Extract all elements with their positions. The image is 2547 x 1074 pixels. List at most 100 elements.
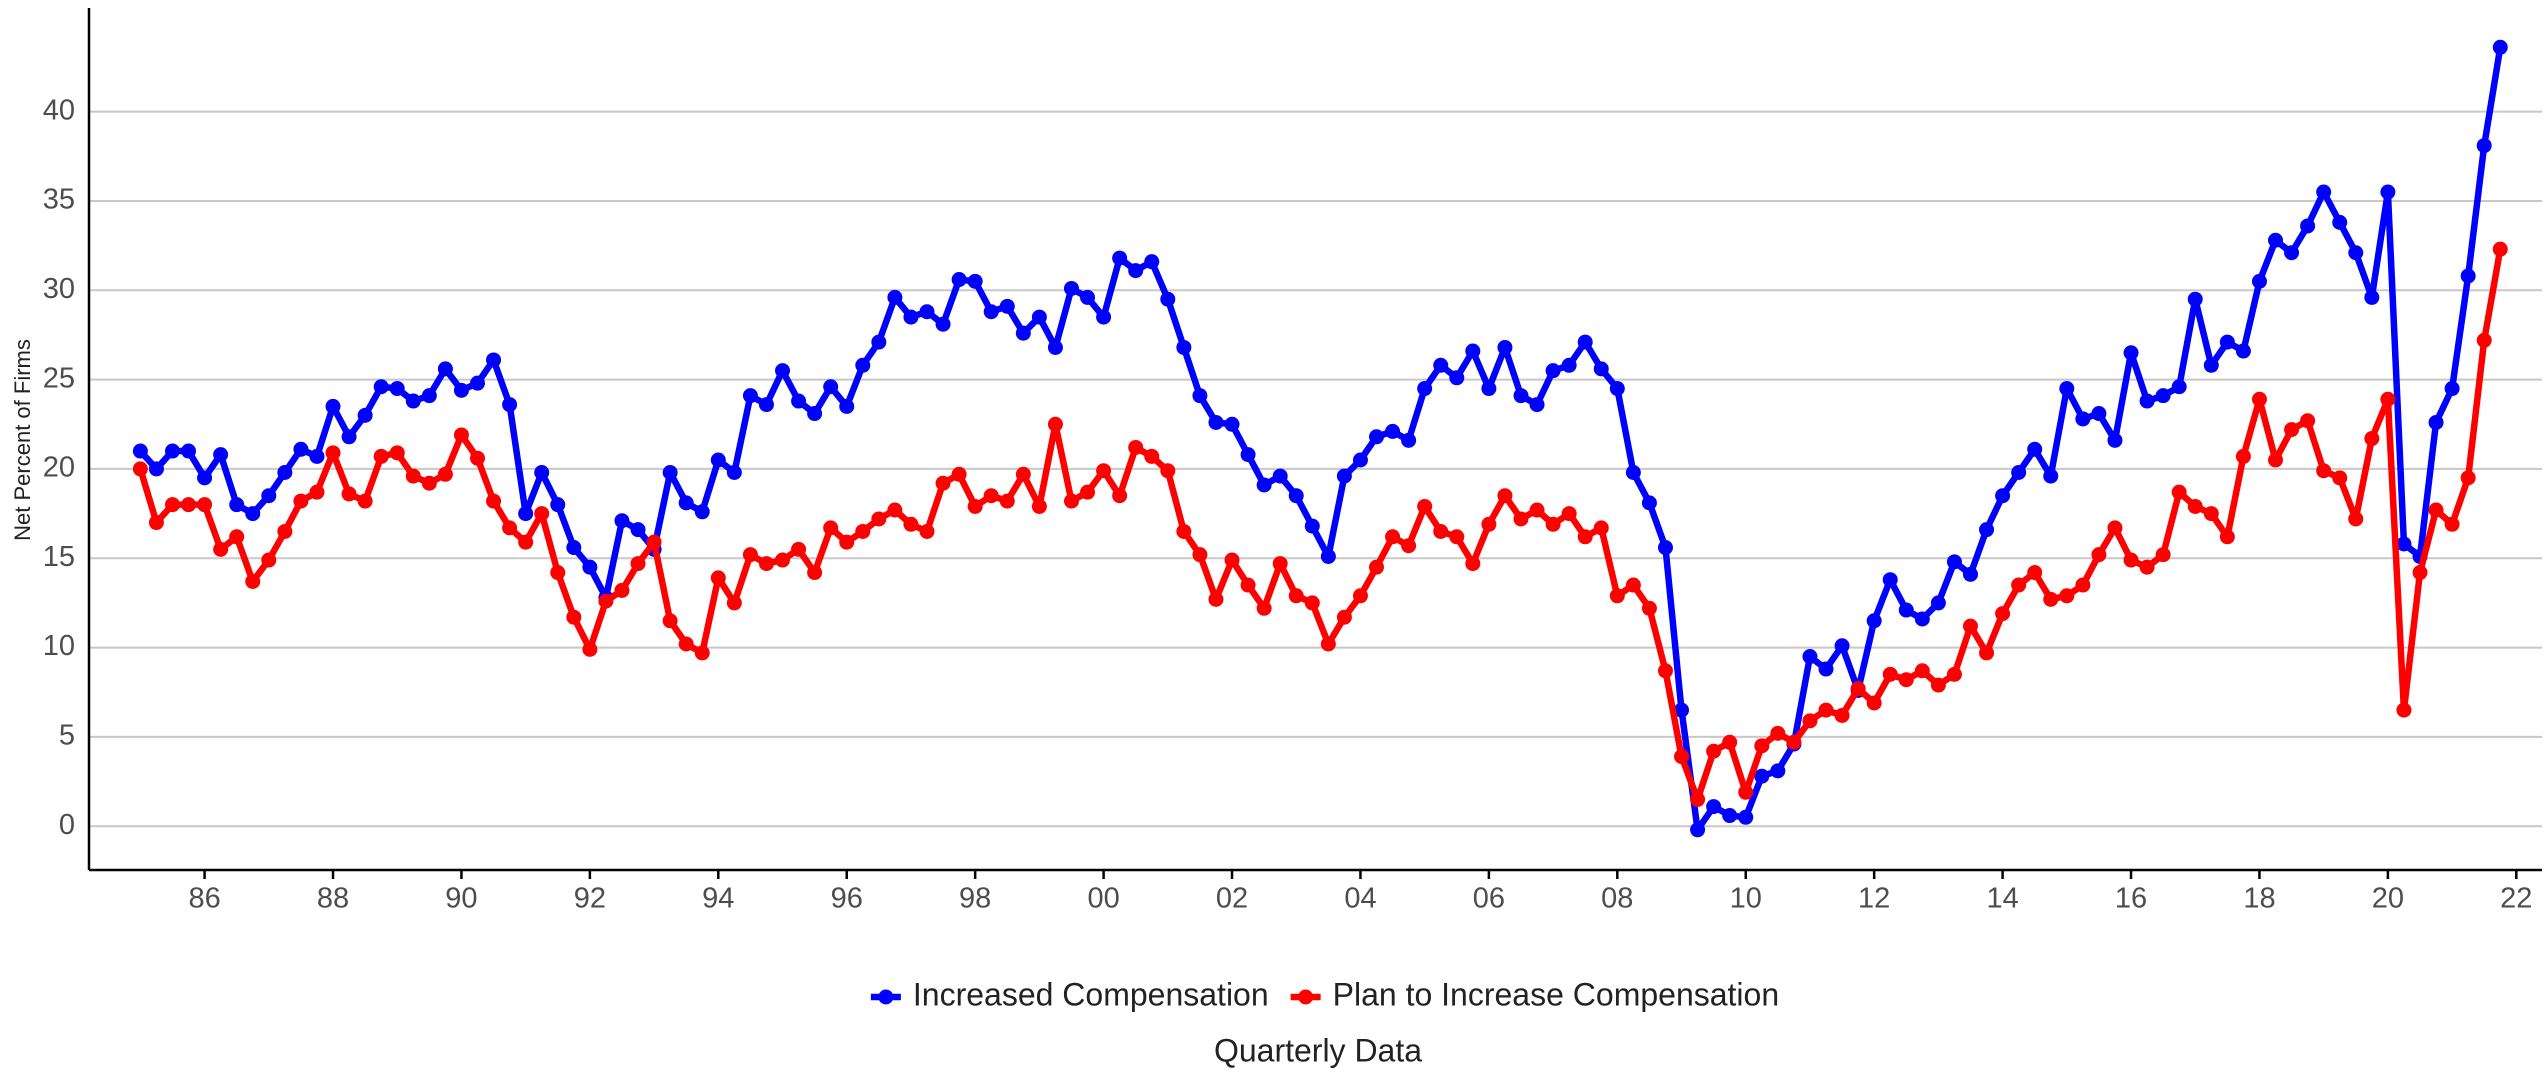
data-point	[502, 397, 518, 413]
data-point	[1706, 743, 1722, 759]
data-point	[1850, 681, 1866, 697]
data-point	[1930, 595, 1946, 611]
data-point	[405, 468, 421, 484]
x-tick-label: 06	[1473, 883, 1505, 915]
y-tick-label: 15	[43, 541, 75, 573]
data-point	[1256, 600, 1272, 616]
data-point	[229, 497, 245, 513]
data-point	[1352, 588, 1368, 604]
data-point	[2396, 702, 2412, 718]
data-point	[1272, 468, 1288, 484]
data-point	[2476, 138, 2492, 154]
data-point	[1481, 381, 1497, 397]
data-point	[421, 475, 437, 491]
data-point	[1738, 809, 1754, 825]
data-point	[2380, 184, 2396, 200]
data-point	[518, 534, 534, 550]
data-point	[1834, 707, 1850, 723]
data-point	[630, 556, 646, 572]
data-point	[261, 488, 277, 504]
data-point	[421, 388, 437, 404]
data-point	[309, 484, 325, 500]
data-point	[1722, 734, 1738, 750]
y-tick-label: 10	[43, 630, 75, 662]
data-point	[1208, 414, 1224, 430]
data-point	[694, 504, 710, 520]
x-tick-label: 90	[445, 883, 477, 915]
data-point	[2460, 268, 2476, 284]
data-point	[1770, 725, 1786, 741]
data-point	[2348, 245, 2364, 261]
data-point	[1080, 289, 1096, 305]
data-point	[951, 272, 967, 288]
data-point	[1802, 649, 1818, 665]
x-tick-label: 18	[2243, 883, 2275, 915]
data-point	[2123, 345, 2139, 361]
data-point	[871, 511, 887, 527]
data-point	[2139, 393, 2155, 409]
data-point	[742, 547, 758, 563]
data-point	[935, 316, 951, 332]
data-point	[1320, 636, 1336, 652]
data-point	[453, 382, 469, 398]
data-point	[1192, 388, 1208, 404]
data-point	[839, 398, 855, 414]
data-point	[2075, 577, 2091, 593]
data-point	[1995, 488, 2011, 504]
legend-key-dot	[878, 989, 894, 1005]
data-point	[357, 407, 373, 423]
data-point	[341, 429, 357, 445]
data-point	[1545, 363, 1561, 379]
data-point	[1979, 522, 1995, 538]
data-point	[357, 493, 373, 509]
data-point	[791, 541, 807, 557]
data-point	[1304, 518, 1320, 534]
x-tick-label: 12	[1858, 883, 1890, 915]
data-point	[1770, 763, 1786, 779]
data-point	[1031, 309, 1047, 325]
data-point	[132, 443, 148, 459]
data-point	[2123, 552, 2139, 568]
data-point	[148, 461, 164, 477]
data-point	[2059, 588, 2075, 604]
data-point	[1818, 661, 1834, 677]
data-point	[2027, 441, 2043, 457]
data-point	[1128, 439, 1144, 455]
data-point	[1657, 540, 1673, 556]
data-point	[1898, 672, 1914, 688]
data-point	[1433, 357, 1449, 373]
data-point	[2428, 414, 2444, 430]
data-point	[1738, 784, 1754, 800]
x-tick-label: 22	[2500, 883, 2532, 915]
x-tick-label: 86	[188, 883, 220, 915]
data-point	[2027, 565, 2043, 581]
data-point	[277, 464, 293, 480]
data-point	[437, 361, 453, 377]
data-point	[710, 452, 726, 468]
data-point	[1144, 448, 1160, 464]
data-point	[181, 443, 197, 459]
data-point	[2444, 381, 2460, 397]
data-point	[1754, 738, 1770, 754]
data-point	[2171, 379, 2187, 395]
data-point	[469, 450, 485, 466]
data-point	[389, 381, 405, 397]
data-point	[2460, 470, 2476, 486]
data-point	[1176, 523, 1192, 539]
data-point	[2171, 484, 2187, 500]
data-point	[1465, 556, 1481, 572]
data-point	[197, 470, 213, 486]
data-point	[1433, 523, 1449, 539]
data-point	[2219, 334, 2235, 350]
data-point	[2011, 577, 2027, 593]
data-point	[1304, 595, 1320, 611]
data-point	[293, 493, 309, 509]
x-tick-label: 96	[831, 883, 863, 915]
data-point	[2043, 591, 2059, 607]
data-point	[1385, 529, 1401, 545]
series-line	[137, 46, 2504, 834]
x-tick-label: 92	[574, 883, 606, 915]
data-point	[1080, 484, 1096, 500]
data-point	[1593, 361, 1609, 377]
